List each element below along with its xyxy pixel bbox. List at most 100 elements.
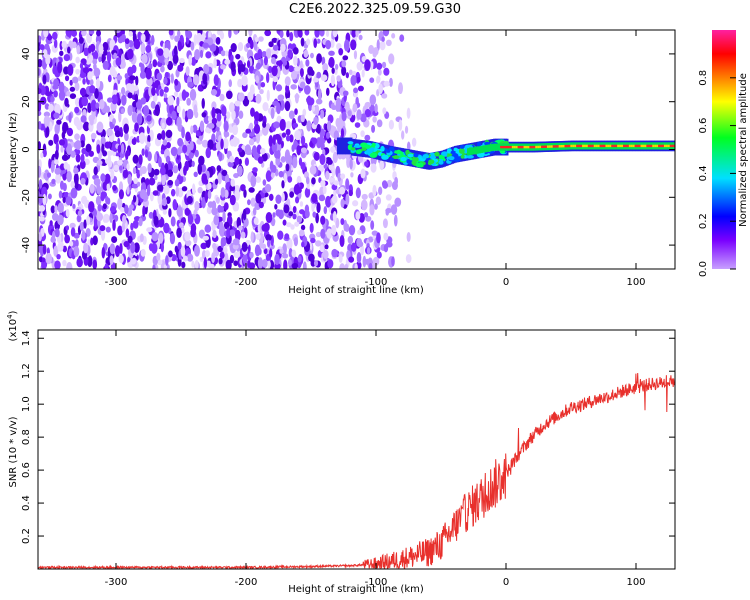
noise-speck <box>123 123 129 134</box>
noise-speck <box>372 116 377 123</box>
noise-speck <box>136 113 143 126</box>
noise-speck <box>83 47 89 57</box>
noise-speck <box>148 211 154 219</box>
noise-speck <box>299 67 304 78</box>
noise-speck <box>98 99 105 110</box>
ridge-core <box>537 145 540 149</box>
ridge-blob <box>450 150 456 155</box>
ridge-band <box>496 143 499 151</box>
noise-speck <box>262 258 268 268</box>
noise-speck <box>239 63 246 73</box>
noise-speck <box>51 230 56 242</box>
ridge-envelope <box>337 137 340 155</box>
noise-speck <box>255 176 262 184</box>
noise-speck <box>220 237 225 249</box>
noise-speck <box>234 137 240 145</box>
ridge-core <box>632 144 636 148</box>
noise-speck <box>331 195 338 204</box>
noise-speck <box>81 195 88 205</box>
noise-speck <box>69 86 76 92</box>
noise-speck <box>255 193 262 204</box>
noise-speck <box>204 224 212 233</box>
noise-speck <box>281 192 285 203</box>
noise-speck <box>254 36 259 43</box>
noise-speck <box>63 53 71 62</box>
noise-speck <box>172 199 178 211</box>
noise-speck <box>343 39 350 52</box>
noise-speck <box>90 132 97 140</box>
noise-speck <box>154 152 158 163</box>
noise-speck <box>125 150 129 161</box>
noise-speck <box>260 82 266 88</box>
noise-speck <box>131 64 137 74</box>
ridge-envelope <box>341 137 345 155</box>
ridge-core <box>564 144 567 148</box>
noise-speck <box>366 246 371 255</box>
noise-speck <box>38 165 42 178</box>
ridge-core <box>509 145 513 149</box>
noise-speck <box>326 159 333 165</box>
ridge-core <box>554 145 558 148</box>
y-tick-label: 0.2 <box>21 528 32 544</box>
noise-speck <box>390 204 398 215</box>
noise-speck <box>283 204 290 214</box>
noise-speck <box>159 88 164 97</box>
noise-speck <box>62 259 67 267</box>
noise-speck <box>51 178 56 185</box>
noise-speck <box>313 116 319 126</box>
ridge-band <box>470 147 474 155</box>
colorbar-tick-label: 0.8 <box>698 70 709 86</box>
noise-speck <box>131 138 137 146</box>
y-tick-label: 0.8 <box>21 429 32 445</box>
noise-speck <box>193 34 198 46</box>
noise-speck <box>350 75 357 86</box>
ridge-core <box>517 145 521 149</box>
ridge-core <box>603 144 606 148</box>
noise-speck <box>121 33 126 43</box>
noise-speck <box>299 201 304 207</box>
noise-speck <box>284 233 290 240</box>
noise-speck <box>156 133 162 140</box>
ridge-blob <box>355 149 362 155</box>
ridge-core <box>521 145 525 149</box>
ridge-blob <box>438 154 445 160</box>
ridge-envelope <box>343 137 347 155</box>
noise-speck <box>101 246 106 259</box>
noise-speck <box>81 230 86 241</box>
noise-speck <box>335 63 339 70</box>
noise-speck <box>383 244 389 253</box>
noise-speck <box>38 68 41 76</box>
snr-x-label: Height of straight line (km) <box>288 584 424 595</box>
noise-speck <box>216 112 222 122</box>
noise-speck <box>263 55 268 66</box>
ridge-core <box>623 144 626 148</box>
noise-speck <box>144 149 149 158</box>
ridge-core <box>615 144 618 148</box>
noise-speck <box>328 50 335 56</box>
ridge-blob <box>458 147 465 154</box>
noise-speck <box>250 107 255 117</box>
noise-speck <box>291 249 297 258</box>
noise-speck <box>229 254 235 264</box>
noise-speck <box>309 165 317 175</box>
noise-speck <box>96 185 102 195</box>
noise-speck <box>149 191 154 202</box>
noise-speck <box>401 130 405 140</box>
noise-speck <box>287 155 293 166</box>
noise-speck <box>243 189 247 198</box>
ridge-core <box>652 144 655 148</box>
noise-speck <box>129 75 136 81</box>
ridge-band <box>488 144 491 152</box>
ridge-band <box>486 144 489 152</box>
noise-speck <box>151 242 158 254</box>
noise-speck <box>120 53 126 63</box>
noise-speck <box>304 30 310 36</box>
noise-speck <box>285 163 290 172</box>
noise-speck <box>224 59 231 65</box>
noise-speck <box>303 49 309 58</box>
noise-speck <box>263 248 268 255</box>
ridge-core <box>513 145 517 149</box>
noise-speck <box>143 105 150 117</box>
noise-speck <box>152 59 158 68</box>
noise-speck <box>54 205 58 214</box>
